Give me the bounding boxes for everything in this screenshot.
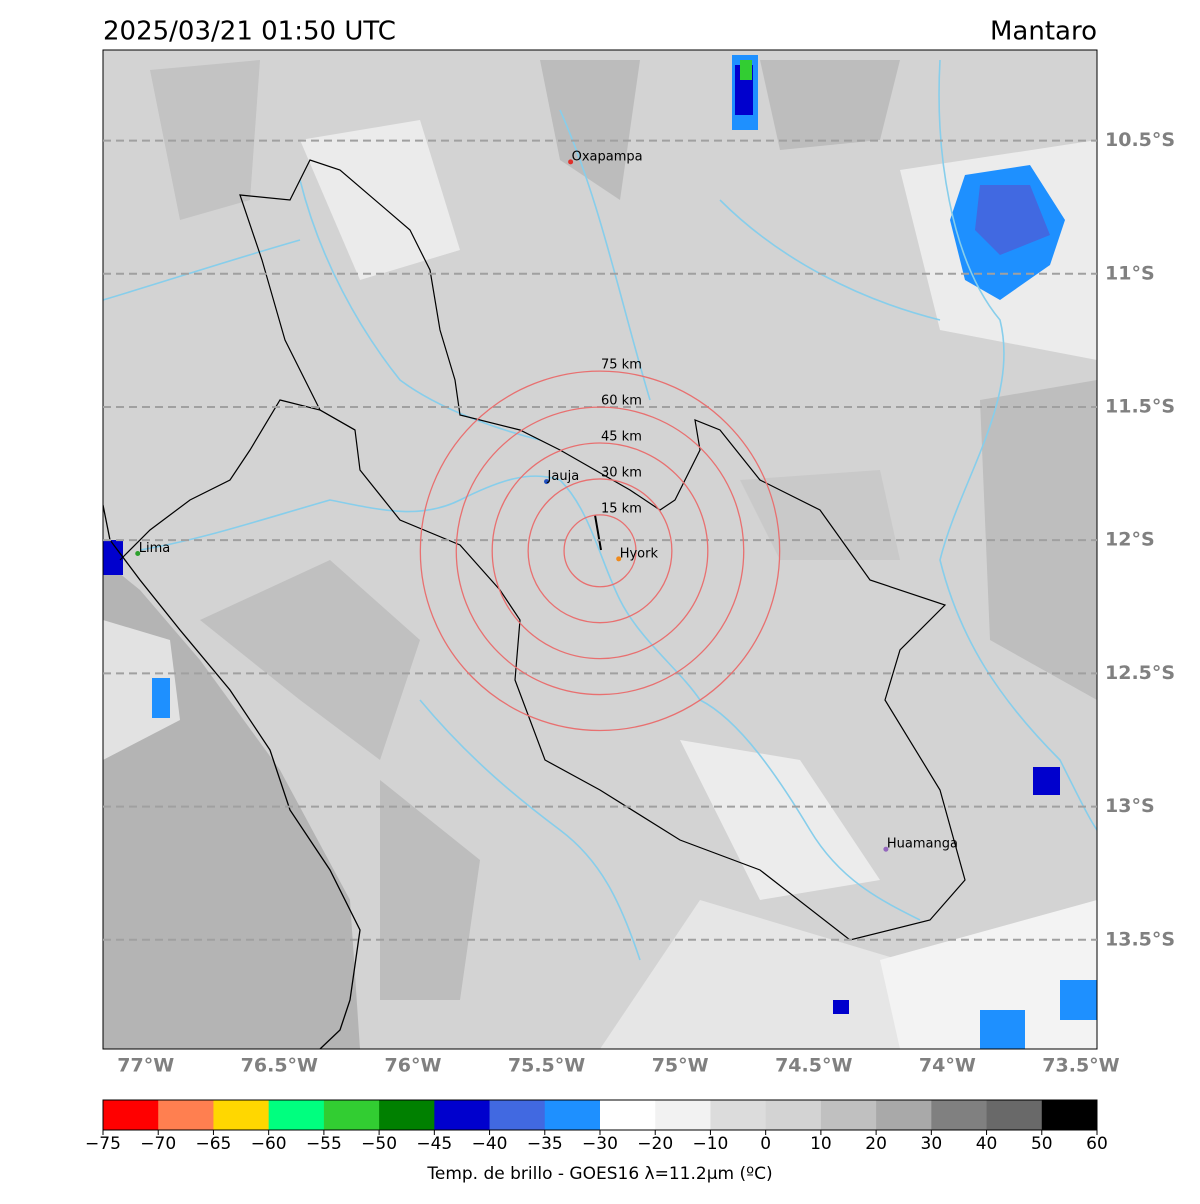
- lat-label: 12.5°S: [1105, 662, 1175, 684]
- lat-label: 11.5°S: [1105, 395, 1175, 417]
- lon-label: 74.5°W: [775, 1055, 852, 1077]
- colorbar-tick-label: −55: [306, 1134, 342, 1154]
- colorbar-tick-label: −20: [637, 1134, 673, 1154]
- city-label: Jauja: [547, 469, 580, 484]
- colorbar-tick-label: 10: [810, 1134, 832, 1154]
- city-marker: [883, 846, 889, 852]
- colorbar-tick-label: −40: [472, 1134, 508, 1154]
- colorbar-tick-label: −65: [195, 1134, 231, 1154]
- range-label: 45 km: [601, 430, 642, 445]
- range-ring: [455, 406, 745, 696]
- lat-label: 13°S: [1105, 795, 1155, 817]
- colorbar-tick-label: 0: [760, 1134, 771, 1154]
- map-frame: [102, 49, 1098, 1050]
- city-marker: [568, 159, 574, 165]
- colorbar-label: Temp. de brillo - GOES16 λ=11.2μm (ºC): [426, 1164, 772, 1184]
- lat-label: 11°S: [1105, 262, 1155, 284]
- city-label: Lima: [139, 541, 170, 556]
- lat-label: 12°S: [1105, 529, 1155, 551]
- colorbar-segment: [655, 1100, 711, 1130]
- lon-label: 76°W: [385, 1055, 442, 1077]
- colorbar-tick-label: 50: [1031, 1134, 1053, 1154]
- range-label: 75 km: [601, 358, 642, 373]
- range-ring: [527, 478, 673, 624]
- lon-label: 77°W: [117, 1055, 174, 1077]
- lon-label: 76.5°W: [241, 1055, 318, 1077]
- city-label: Huamanga: [887, 837, 958, 852]
- colorbar-segment: [1041, 1100, 1098, 1130]
- map-title: 2025/03/21 01:50 UTC: [103, 17, 396, 47]
- lon-label: 73.5°W: [1042, 1055, 1119, 1077]
- colorbar-segment: [158, 1100, 214, 1130]
- colorbar-tick-label: −75: [85, 1134, 121, 1154]
- colorbar-segment: [268, 1100, 325, 1130]
- colorbar-segment: [986, 1100, 1043, 1130]
- range-ring: [563, 514, 637, 588]
- colorbar-segment: [600, 1100, 656, 1130]
- city-marker: [544, 479, 550, 485]
- city-marker: [135, 550, 141, 556]
- map-overlay: 15 km 30 km 45 km 60 km 75 km Oxapampa Jauja Hy…: [103, 139, 1097, 941]
- colorbar-segment: [103, 1100, 159, 1130]
- colorbar-segment: [379, 1100, 435, 1130]
- lon-label: 75°W: [652, 1055, 709, 1077]
- colorbar-segment: [820, 1100, 877, 1130]
- colorbar-tick-label: 60: [1086, 1134, 1108, 1154]
- colorbar-segment: [213, 1100, 270, 1130]
- colorbar-tick-label: −30: [582, 1134, 618, 1154]
- colorbar-tick-label: −60: [251, 1134, 287, 1154]
- colorbar-segment: [323, 1100, 380, 1130]
- colorbar-tick-label: 30: [921, 1134, 943, 1154]
- colorbar-segment: [931, 1100, 988, 1130]
- city-label: Oxapampa: [572, 149, 643, 164]
- colorbar-tick-label: −35: [527, 1134, 563, 1154]
- lat-label: 10.5°S: [1105, 129, 1175, 151]
- colorbar-segment: [544, 1100, 601, 1130]
- city-label: Hyork: [620, 546, 659, 561]
- range-label: 15 km: [601, 501, 642, 516]
- city-marker: [616, 556, 622, 562]
- colorbar-segment: [710, 1100, 767, 1130]
- colorbar-tick-label: −70: [140, 1134, 176, 1154]
- range-label: 60 km: [601, 394, 642, 409]
- colorbar-tick-label: −45: [416, 1134, 452, 1154]
- colorbar-segment: [876, 1100, 932, 1130]
- colorbar-tick-label: 20: [865, 1134, 887, 1154]
- lon-label: 74°W: [919, 1055, 976, 1077]
- region-name: Mantaro: [990, 17, 1097, 47]
- range-label: 30 km: [601, 465, 642, 480]
- colorbar-segment: [489, 1100, 546, 1130]
- colorbar-segment: [765, 1100, 822, 1130]
- range-ring: [491, 442, 709, 660]
- lon-label: 75.5°W: [508, 1055, 585, 1077]
- colorbar-segment: [434, 1100, 491, 1130]
- colorbar-tick-label: 40: [976, 1134, 998, 1154]
- colorbar-tick-label: −10: [692, 1134, 728, 1154]
- colorbar-tick-label: −50: [361, 1134, 397, 1154]
- range-ring: [419, 370, 781, 732]
- map-background: [103, 50, 1097, 1049]
- lat-label: 13.5°S: [1105, 928, 1175, 950]
